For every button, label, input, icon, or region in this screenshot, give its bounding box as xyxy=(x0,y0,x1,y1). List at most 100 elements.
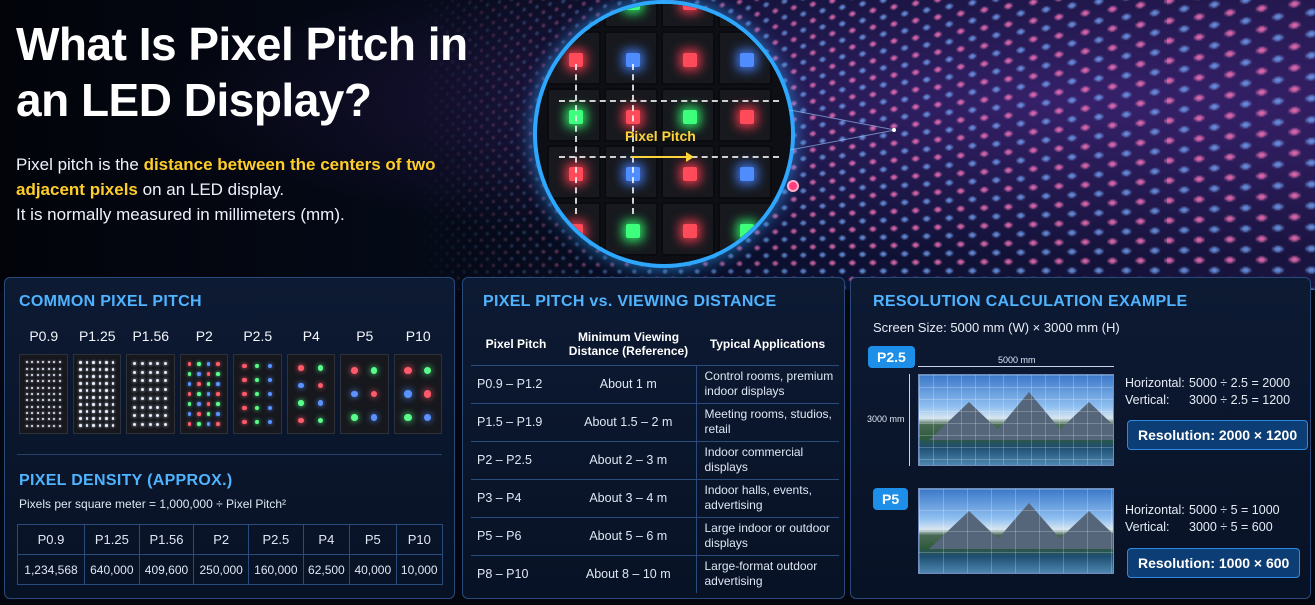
magnified-pixel xyxy=(547,88,601,142)
led-pixel-icon xyxy=(683,224,697,238)
vertical-label: Vertical: xyxy=(1125,392,1189,409)
table-row: P2 – P2.5 About 2 – 3 m Indoor commercia… xyxy=(471,441,839,479)
density-header-row: P0.9 P1.25 P1.56 P2 P2.5 P4 P5 P10 xyxy=(18,525,443,555)
magnified-pixel xyxy=(547,31,601,85)
density-value-cell: 40,000 xyxy=(350,555,396,585)
distance-cell: About 8 – 10 m xyxy=(561,555,696,593)
desc-rest: on an LED display. xyxy=(138,180,284,199)
landscape-preview-p2-5 xyxy=(918,374,1114,466)
horizontal-label: Horizontal: xyxy=(1125,502,1189,519)
led-pixel-icon xyxy=(740,110,754,124)
applications-cell: Large indoor or outdoor displays xyxy=(696,517,839,555)
resolution-result-box: Resolution: 1000 × 600 xyxy=(1127,548,1300,578)
height-dimension-line xyxy=(909,374,910,466)
led-pixel-icon xyxy=(740,167,754,181)
density-header-cell: P2 xyxy=(194,525,249,555)
pitch-cell: P8 – P10 xyxy=(471,555,561,593)
width-dimension-line xyxy=(918,366,1114,367)
distance-cell: About 1.5 – 2 m xyxy=(561,403,696,441)
magnified-pixel xyxy=(604,202,658,256)
focus-point-icon xyxy=(787,180,799,192)
magnified-pixel xyxy=(718,31,772,85)
table-row: P1.5 – P1.9 About 1.5 – 2 m Meeting room… xyxy=(471,403,839,441)
pitch-cell: P1.5 – P1.9 xyxy=(471,403,561,441)
density-value-cell: 10,000 xyxy=(396,555,442,585)
density-header-cell: P10 xyxy=(396,525,442,555)
led-pixel-icon xyxy=(626,224,640,238)
magnified-pixel xyxy=(604,0,658,28)
magnifier-cone xyxy=(790,110,900,150)
density-value-cell: 1,234,568 xyxy=(18,555,85,585)
distance-cell: About 1 m xyxy=(561,365,696,403)
pitch-sample-tiles xyxy=(19,354,449,434)
density-header-cell: P1.56 xyxy=(139,525,194,555)
led-pixel-icon xyxy=(683,53,697,67)
screen-size-text: Screen Size: 5000 mm (W) × 3000 mm (H) xyxy=(873,320,1120,335)
magnified-pixel xyxy=(661,202,715,256)
hero-description: Pixel pitch is the distance between the … xyxy=(16,152,436,227)
table-row: P8 – P10 About 8 – 10 m Large-format out… xyxy=(471,555,839,593)
pitch-sample-tile xyxy=(73,354,122,434)
magnified-pixel xyxy=(718,145,772,199)
vertical-label: Vertical: xyxy=(1125,519,1189,536)
width-label: 5000 mm xyxy=(995,355,1039,365)
magnified-pixel xyxy=(661,0,715,28)
applications-cell: Indoor halls, events, advertising xyxy=(696,479,839,517)
pitch-cell: P5 – P6 xyxy=(471,517,561,555)
horizontal-calc: 5000 ÷ 2.5 = 2000 xyxy=(1189,376,1290,390)
resolution-heading: RESOLUTION CALCULATION EXAMPLE xyxy=(873,293,1187,311)
magnified-pixel xyxy=(718,0,772,28)
pitch-label-row: P0.9 P1.25 P1.56 P2 P2.5 P4 P5 P10 xyxy=(17,328,447,344)
example2-calc: Horizontal: 5000 ÷ 5 = 1000 Vertical: 3000… xyxy=(1125,502,1280,536)
density-header-cell: P0.9 xyxy=(18,525,85,555)
viewing-distance-panel: PIXEL PITCH vs. VIEWING DISTANCE Pixel P… xyxy=(462,277,845,599)
pitch-cell: P3 – P4 xyxy=(471,479,561,517)
density-value-cell: 62,500 xyxy=(303,555,349,585)
density-value-cell: 409,600 xyxy=(139,555,194,585)
example1-calc: Horizontal: 5000 ÷ 2.5 = 2000 Vertical: 30… xyxy=(1125,375,1290,409)
common-heading: COMMON PIXEL PITCH xyxy=(19,293,202,311)
horizontal-label: Horizontal: xyxy=(1125,375,1189,392)
pitch-sample-tile xyxy=(287,354,336,434)
common-pixel-pitch-panel: COMMON PIXEL PITCH P0.9 P1.25 P1.56 P2 P… xyxy=(4,277,455,599)
desc-intro: Pixel pitch is the xyxy=(16,155,144,174)
magnified-pixel xyxy=(718,202,772,256)
density-heading: PIXEL DENSITY (APPROX.) xyxy=(19,472,232,490)
col-applications-header: Typical Applications xyxy=(696,323,839,365)
magnified-pixel xyxy=(604,31,658,85)
table-row: P3 – P4 About 3 – 4 m Indoor halls, even… xyxy=(471,479,839,517)
magnifier-label: Pixel Pitch xyxy=(625,128,696,144)
pitch-label: P2 xyxy=(178,328,232,344)
pitch-sample-tile xyxy=(340,354,389,434)
applications-cell: Control rooms, premium indoor displays xyxy=(696,365,839,403)
led-pixel-icon xyxy=(683,110,697,124)
page-title: What Is Pixel Pitch in an LED Display? xyxy=(16,16,476,128)
density-table: P0.9 P1.25 P1.56 P2 P2.5 P4 P5 P10 1,234… xyxy=(17,524,443,585)
desc-line2: It is normally measured in millimeters (… xyxy=(16,205,345,224)
horizontal-calc: 5000 ÷ 5 = 1000 xyxy=(1189,503,1280,517)
magnified-pixel xyxy=(547,145,601,199)
pitch-label: P1.56 xyxy=(124,328,178,344)
pitch-guide-line xyxy=(559,100,779,102)
resolution-result-box: Resolution: 2000 × 1200 xyxy=(1127,420,1308,450)
led-pixel-icon xyxy=(569,224,583,238)
pitch-cell: P0.9 – P1.2 xyxy=(471,365,561,403)
table-row: P5 – P6 About 5 – 6 m Large indoor or ou… xyxy=(471,517,839,555)
col-distance-header: Minimum Viewing Distance (Reference) xyxy=(561,323,696,365)
table-row: P0.9 – P1.2 About 1 m Control rooms, pre… xyxy=(471,365,839,403)
landscape-preview-p5 xyxy=(918,488,1114,574)
vertical-calc: 3000 ÷ 5 = 600 xyxy=(1189,520,1273,534)
applications-cell: Large-format outdoor advertising xyxy=(696,555,839,593)
pitch-label: P5 xyxy=(338,328,392,344)
density-formula: Pixels per square meter = 1,000,000 ÷ Pi… xyxy=(19,497,286,511)
pitch-label: P1.25 xyxy=(71,328,125,344)
pitch-sample-tile xyxy=(19,354,68,434)
magnified-pixel xyxy=(547,0,601,28)
density-header-cell: P5 xyxy=(350,525,396,555)
led-pixel-icon xyxy=(683,167,697,181)
vertical-calc: 3000 ÷ 2.5 = 1200 xyxy=(1189,393,1290,407)
viewing-table: Pixel Pitch Minimum Viewing Distance (Re… xyxy=(471,323,839,593)
applications-cell: Indoor commercial displays xyxy=(696,441,839,479)
pitch-arrow-icon xyxy=(632,156,692,158)
example-badge-p5: P5 xyxy=(873,488,908,510)
